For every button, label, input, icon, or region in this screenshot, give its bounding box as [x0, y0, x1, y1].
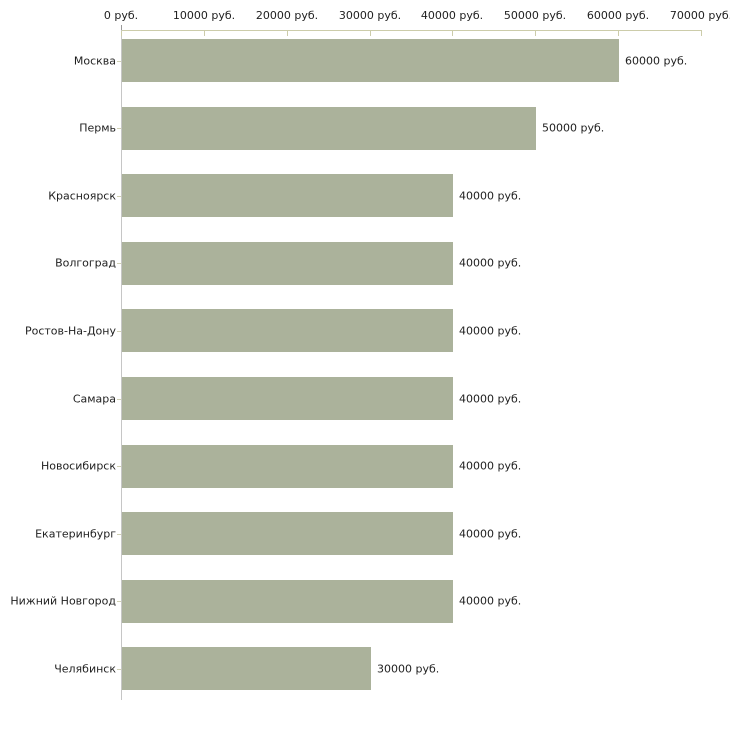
category-tick	[117, 669, 121, 670]
category-label: Волгоград	[55, 256, 116, 270]
value-label: 40000 руб.	[459, 459, 522, 473]
category-label: Екатеринбург	[35, 527, 116, 541]
x-axis-tick-label: 0 руб.	[103, 9, 139, 22]
category-label: Красноярск	[48, 189, 116, 203]
value-label: 40000 руб.	[459, 392, 522, 406]
x-axis-tick-label: 70000 руб.	[669, 9, 730, 22]
value-label: 40000 руб.	[459, 256, 522, 270]
x-axis-tick	[452, 31, 453, 36]
x-axis-tick-label: 50000 руб.	[503, 9, 567, 22]
category-label: Москва	[73, 54, 116, 68]
bar	[122, 39, 619, 82]
x-axis-tick-label: 60000 руб.	[586, 9, 650, 22]
x-axis-tick	[121, 31, 122, 36]
category-label: Челябинск	[54, 662, 116, 676]
x-axis-tick	[204, 31, 205, 36]
x-axis-tick-label: 40000 руб.	[420, 9, 484, 22]
bar	[122, 242, 453, 285]
x-axis-tick	[287, 31, 288, 36]
category-tick	[117, 61, 121, 62]
value-label: 60000 руб.	[625, 54, 688, 68]
category-tick	[117, 128, 121, 129]
x-axis-tick	[535, 31, 536, 36]
y-axis-line	[121, 30, 122, 700]
bar	[122, 377, 453, 420]
bar	[122, 107, 536, 150]
x-axis-tick-label: 20000 руб.	[255, 9, 319, 22]
category-tick	[117, 466, 121, 467]
bar	[122, 647, 371, 690]
category-tick	[117, 534, 121, 535]
x-axis-tick	[618, 31, 619, 36]
bar	[122, 174, 453, 217]
bar	[122, 512, 453, 555]
bar	[122, 580, 453, 623]
value-label: 30000 руб.	[377, 662, 440, 676]
category-tick	[117, 331, 121, 332]
value-label: 40000 руб.	[459, 189, 522, 203]
x-axis-zero-tick	[121, 25, 122, 30]
category-label: Ростов-На-Дону	[24, 324, 116, 338]
x-axis-tick	[701, 31, 702, 36]
x-axis-tick-label: 10000 руб.	[172, 9, 236, 22]
x-axis-line	[121, 30, 702, 31]
bar	[122, 309, 453, 352]
category-tick	[117, 399, 121, 400]
value-label: 40000 руб.	[459, 324, 522, 338]
category-label: Самара	[72, 392, 116, 406]
value-label: 50000 руб.	[542, 121, 605, 135]
x-axis-tick-label: 30000 руб.	[338, 9, 402, 22]
category-label: Нижний Новгород	[10, 594, 116, 608]
value-label: 40000 руб.	[459, 527, 522, 541]
category-label: Пермь	[79, 121, 116, 135]
category-tick	[117, 601, 121, 602]
value-label: 40000 руб.	[459, 594, 522, 608]
x-axis-tick	[370, 31, 371, 36]
category-tick	[117, 196, 121, 197]
bar	[122, 445, 453, 488]
category-label: Новосибирск	[40, 459, 116, 473]
category-tick	[117, 263, 121, 264]
